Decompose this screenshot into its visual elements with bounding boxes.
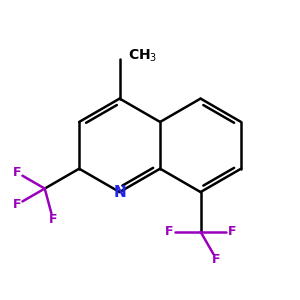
Text: F: F xyxy=(13,198,22,211)
Text: F: F xyxy=(49,213,57,226)
Text: F: F xyxy=(228,225,237,238)
Text: F: F xyxy=(212,253,221,266)
Text: F: F xyxy=(164,225,173,238)
Text: CH$_3$: CH$_3$ xyxy=(128,47,157,64)
Text: N: N xyxy=(113,184,126,200)
Text: F: F xyxy=(13,166,22,179)
